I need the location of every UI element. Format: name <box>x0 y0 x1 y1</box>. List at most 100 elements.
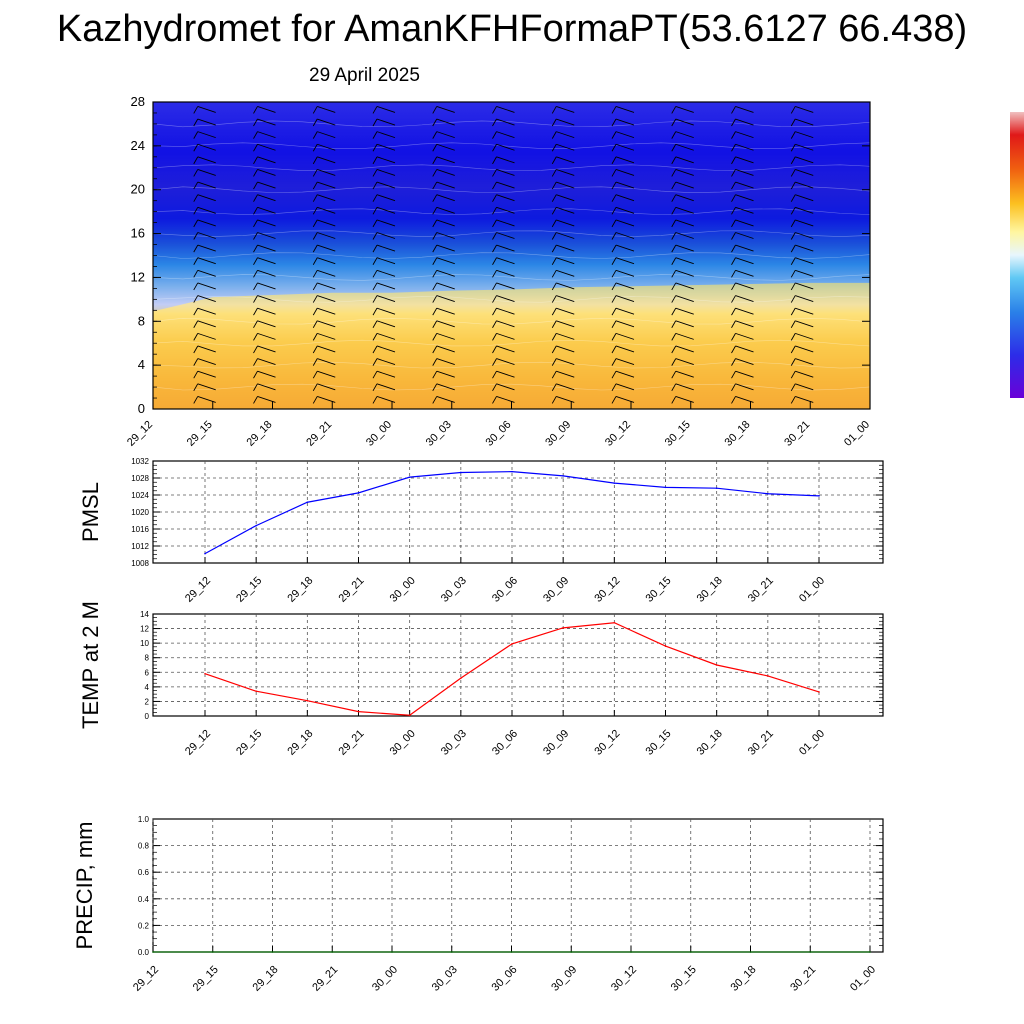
wind-barb-feather <box>611 282 617 291</box>
contour-line <box>153 252 870 259</box>
wind-barb <box>317 295 336 302</box>
wind-barb-feather <box>312 370 318 379</box>
wind-barb-feather <box>312 169 318 177</box>
temp-point <box>511 643 513 645</box>
wind-barb-feather <box>432 207 438 215</box>
wind-barb-feather <box>193 320 199 328</box>
wind-barb-feather <box>790 396 796 404</box>
wind-barb-feather <box>253 295 258 303</box>
wind-barb <box>376 295 396 302</box>
wind-barb <box>615 181 635 189</box>
wind-barb-feather <box>731 370 736 379</box>
wind-barb <box>496 232 515 239</box>
wind-barb-feather <box>312 282 318 291</box>
x-tick-label: 30_18 <box>729 964 759 994</box>
wind-barb <box>556 219 575 227</box>
wind-barb-feather <box>432 383 438 392</box>
wind-barb <box>197 269 216 277</box>
x-tick-label: 29_12 <box>183 728 213 758</box>
wind-barb-feather <box>432 333 438 341</box>
wind-barb-feather <box>372 118 378 127</box>
wind-barb <box>197 320 216 328</box>
wind-barb-feather <box>312 194 318 202</box>
wind-barb <box>317 206 336 214</box>
wind-barb-feather <box>432 270 438 278</box>
wind-barb-feather <box>372 131 378 139</box>
wind-barb <box>496 131 515 139</box>
pmsl-point <box>562 475 564 477</box>
contour-line <box>153 317 870 325</box>
colorbar <box>1010 112 1024 398</box>
wind-barb-feather <box>492 307 497 316</box>
wind-barb-feather <box>790 307 796 316</box>
pmsl-point <box>460 471 462 474</box>
x-tick-label: 30_06 <box>490 575 520 605</box>
wind-barb-feather <box>790 320 796 328</box>
x-tick-label: 30_03 <box>439 575 469 605</box>
wind-barb <box>257 219 276 227</box>
wind-barb-feather <box>253 156 258 165</box>
wind-barb <box>317 232 336 239</box>
wind-barb-feather <box>253 333 258 341</box>
wind-barb <box>317 257 336 265</box>
wind-barb <box>556 232 575 239</box>
wind-barb <box>376 219 396 227</box>
wind-barb-feather <box>671 383 677 392</box>
wind-barb <box>795 244 814 252</box>
wind-barb <box>615 345 635 353</box>
temp-point <box>664 645 667 647</box>
x-tick-label: 30_15 <box>644 728 674 758</box>
wind-barb <box>436 232 455 239</box>
precip-point <box>211 951 214 953</box>
temp-point <box>408 714 411 717</box>
pmsl-point <box>357 492 360 494</box>
wind-barb-feather <box>432 370 438 379</box>
wind-barb-feather <box>432 244 438 253</box>
wind-barb-feather <box>731 106 736 114</box>
x-tick-label: 30_06 <box>490 728 520 758</box>
wind-barb <box>735 320 754 328</box>
wind-barb-feather <box>253 194 258 202</box>
y-tick-label: 8 <box>138 313 145 328</box>
wind-barb <box>257 370 276 378</box>
wind-barb <box>496 345 515 353</box>
wind-barb-feather <box>193 181 199 190</box>
wind-barb-feather <box>193 345 199 354</box>
x-tick-label: 29_21 <box>310 964 340 994</box>
wind-barb <box>436 169 455 176</box>
wind-barb <box>317 118 336 126</box>
wind-barb-feather <box>611 270 617 278</box>
wind-barb-feather <box>312 270 318 278</box>
wind-barb-feather <box>372 358 378 366</box>
wind-barb <box>436 307 455 315</box>
y-axis-label: PRECIP, mm <box>72 822 97 950</box>
pmsl-point <box>613 482 616 484</box>
wind-barb <box>376 383 396 391</box>
wind-barb-feather <box>253 370 258 379</box>
wind-barb-feather <box>432 307 438 316</box>
wind-barb-feather <box>551 383 557 392</box>
contour-line <box>153 164 870 171</box>
wind-barb <box>376 370 396 378</box>
wind-barb <box>317 307 336 315</box>
wind-barb-feather <box>551 333 557 341</box>
wind-barb-feather <box>193 257 199 265</box>
wind-barb <box>795 194 814 202</box>
wind-barb-feather <box>432 257 438 265</box>
wind-barb <box>795 345 814 353</box>
colorbar-fill <box>1010 112 1024 398</box>
wind-barb-feather <box>611 156 617 165</box>
x-tick-label: 29_18 <box>245 419 275 449</box>
wind-barb-feather <box>492 333 497 341</box>
wind-barb <box>675 295 694 302</box>
wind-barb <box>376 257 396 265</box>
wind-barb-feather <box>253 106 258 114</box>
wind-barb-feather <box>312 118 318 127</box>
wind-barb <box>496 156 515 164</box>
y-tick-label: 12 <box>131 269 145 284</box>
wind-barb-feather <box>671 244 677 253</box>
wind-barb <box>197 105 216 113</box>
wind-barb-feather <box>432 345 438 354</box>
pmsl-point <box>511 470 513 473</box>
wind-barb-feather <box>731 320 736 328</box>
